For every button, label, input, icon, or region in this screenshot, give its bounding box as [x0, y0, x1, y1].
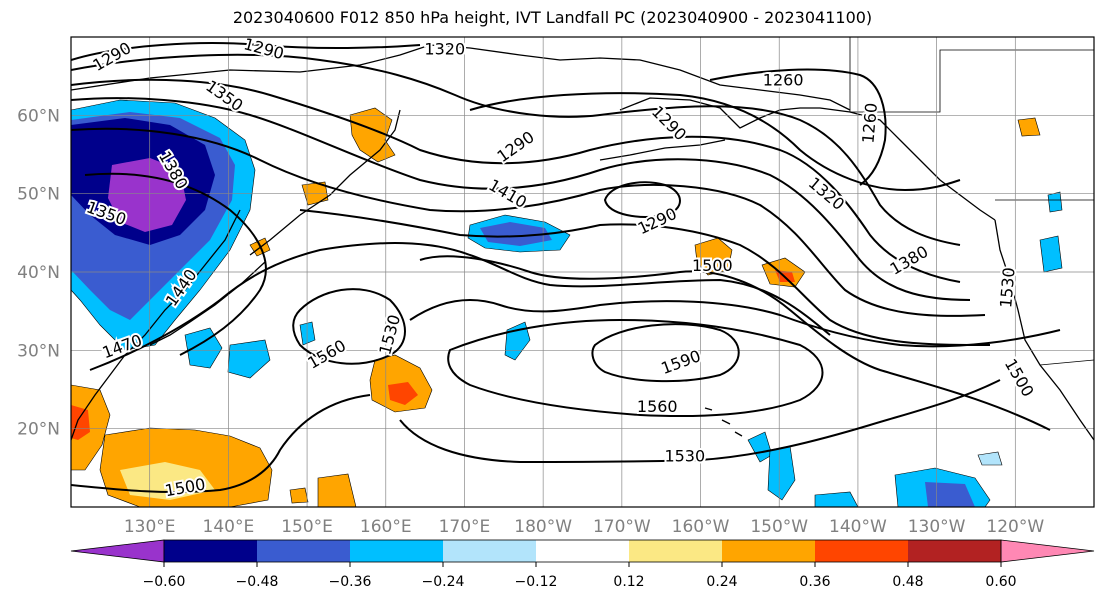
colorbar-segment — [815, 540, 909, 562]
contour-label: 1530 — [996, 267, 1018, 309]
lon-tick-label: 170°E — [439, 517, 491, 537]
ivt-positive-area-philippine-sea — [289, 487, 309, 504]
contour-label: 1530 — [664, 447, 705, 466]
lat-tick-label: 20°N — [17, 420, 60, 440]
colorbar-tick-label: −0.48 — [236, 574, 279, 590]
contour-1500 — [71, 255, 1051, 494]
colorbar-segment — [257, 540, 351, 562]
coastline-kamchatka — [249, 109, 401, 256]
colorbar-outline — [163, 539, 1002, 563]
colorbar-segment — [443, 540, 537, 562]
coastline-north-america — [994, 219, 1094, 441]
ivt-negative-area-california — [1039, 235, 1063, 273]
map-frame — [70, 36, 1095, 508]
ivt-negative-area-tropical-east — [814, 491, 859, 507]
colorbar-tick-labels: −0.60 −0.48 −0.36 −0.24 −0.12 0.12 0.24 0.36 0.4… — [143, 562, 1017, 590]
colorbar-tick-label: −0.60 — [143, 574, 186, 590]
lon-tick-label: 180°W — [514, 517, 572, 537]
contour-1530 — [399, 299, 1061, 464]
lon-tick-label: 160°E — [360, 517, 412, 537]
contour-1440 — [84, 172, 991, 356]
colorbar-tick-label: 0.48 — [892, 574, 923, 590]
coastline-hawaii — [704, 407, 743, 437]
coastline-siberia — [71, 44, 851, 111]
border-canada-interior — [850, 49, 1094, 113]
contour-label: 1560 — [637, 397, 678, 416]
colorbar-segment — [629, 540, 723, 562]
colorbar-segment — [722, 540, 816, 562]
colorbar-tick-label: −0.36 — [329, 574, 372, 590]
colorbar-tick-label: −0.12 — [515, 574, 558, 590]
colorbar-segment — [908, 540, 1002, 562]
colorbar-tick-label: 0.12 — [613, 574, 644, 590]
ivt-positive-area-south-china-sea — [317, 473, 357, 507]
longitude-tick-labels: 130°E 140°E 150°E 160°E 170°E 180°W 170°W 160°W… — [124, 517, 1045, 537]
lon-tick-label: 140°W — [829, 517, 887, 537]
lon-tick-label: 150°E — [281, 517, 333, 537]
ivt-positive-area-kamchatka — [349, 107, 396, 163]
lat-tick-label: 60°N — [17, 106, 60, 126]
contour-1290-north — [71, 42, 421, 61]
contour-label: 1320 — [424, 39, 465, 58]
lat-tick-label: 40°N — [17, 263, 60, 283]
lon-tick-label: 120°W — [986, 517, 1044, 537]
ivt-positive-area-southwest — [71, 384, 111, 471]
contour-1350 — [71, 78, 961, 283]
colorbar — [70, 539, 1095, 563]
ivt-positive-area-canada — [1017, 117, 1041, 137]
contour-1560-east — [447, 318, 824, 418]
political-borders — [849, 37, 1094, 366]
ivt-negative-area-oregon — [1047, 191, 1063, 213]
colorbar-tick-label: 0.36 — [799, 574, 830, 590]
contour-label: 1500 — [692, 256, 733, 275]
colorbar-tick-label: 0.24 — [706, 574, 737, 590]
contour-1560 — [292, 288, 406, 365]
colorbar-extend-high — [1000, 539, 1095, 563]
colorbar-extend-low — [70, 539, 165, 563]
map-title: 2023040600 F012 850 hPa height, IVT Land… — [232, 8, 873, 27]
latitude-tick-labels: 20°N 30°N 40°N 50°N 60°N — [17, 106, 60, 439]
ivt-negative-core-subtropical — [925, 482, 975, 507]
coastline-east-asia — [71, 209, 241, 441]
contour-1380 — [71, 97, 971, 301]
ivt-positive-core-central — [388, 382, 418, 405]
colorbar-tick-label: −0.24 — [422, 574, 465, 590]
contour-1290-closed — [603, 181, 681, 218]
lat-tick-label: 50°N — [17, 185, 60, 205]
ivt-negative-area-midway — [299, 321, 316, 346]
colorbar-tick-label: 0.60 — [985, 574, 1016, 590]
contour-label: 1260 — [858, 102, 880, 144]
lon-tick-label: 150°W — [750, 517, 808, 537]
contour-1320 — [71, 53, 961, 246]
lon-tick-label: 130°W — [908, 517, 966, 537]
contour-1590 — [591, 323, 740, 383]
lon-tick-label: 170°W — [593, 517, 651, 537]
coastline-aleutian — [599, 139, 726, 161]
lon-tick-label: 140°E — [203, 517, 255, 537]
contour-1290-low — [469, 92, 961, 192]
ivt-negative-area-baja — [977, 451, 1003, 466]
lat-tick-label: 30°N — [17, 341, 60, 361]
colorbar-segment — [536, 540, 630, 562]
lon-tick-label: 160°W — [672, 517, 730, 537]
ivt-positive-core-southwest — [71, 405, 90, 440]
colorbar-segment — [164, 540, 258, 562]
contour-1410 — [71, 127, 986, 317]
ivt-negative-shading — [71, 99, 1063, 507]
border-us-mexico — [1039, 359, 1094, 366]
ivt-negative-core-aleutian — [480, 222, 552, 246]
ivt-negative-core-siberia — [108, 158, 186, 232]
contour-1260 — [709, 68, 887, 186]
height-contours — [71, 42, 1061, 494]
ivt-negative-area-northwest-pacific — [184, 327, 223, 369]
colorbar-segment — [350, 540, 444, 562]
lon-tick-label: 130°E — [124, 517, 176, 537]
contour-1470 — [89, 242, 831, 371]
contour-label: 1260 — [763, 71, 804, 90]
